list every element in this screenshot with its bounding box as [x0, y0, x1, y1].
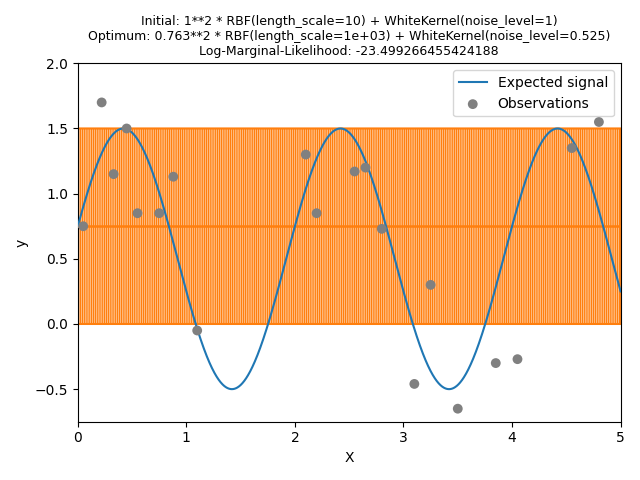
Line: Expected signal: Expected signal: [78, 129, 621, 389]
Expected signal: [554, 126, 561, 132]
Expected signal: [102, 143, 109, 148]
Title: Initial: 1**2 * RBF(length_scale=10) + WhiteKernel(noise_level=1)
Optimum: 0.763: Initial: 1**2 * RBF(length_scale=10) + W…: [88, 15, 611, 58]
Expected signal: [602, 232, 609, 238]
Observations: [192, 327, 202, 335]
Expected signal: [617, 288, 625, 294]
Expected signal: [502, 248, 509, 253]
Y-axis label: y: y: [15, 239, 29, 247]
Observations: [491, 359, 501, 367]
Observations: [513, 355, 523, 363]
Observations: [97, 98, 107, 106]
X-axis label: X: X: [344, 451, 354, 465]
Observations: [168, 173, 179, 180]
Observations: [122, 125, 132, 132]
Expected signal: [602, 231, 609, 237]
Observations: [154, 209, 164, 217]
Observations: [377, 225, 387, 233]
Observations: [312, 209, 322, 217]
Observations: [426, 281, 436, 289]
Observations: [349, 168, 360, 175]
Legend: Expected signal, Observations: Expected signal, Observations: [453, 70, 614, 116]
Observations: [452, 405, 463, 412]
Expected signal: [445, 386, 453, 392]
Observations: [132, 209, 143, 217]
Observations: [566, 144, 577, 152]
Observations: [409, 380, 419, 388]
Observations: [301, 151, 311, 158]
Expected signal: [338, 126, 346, 132]
Observations: [594, 118, 604, 126]
Observations: [360, 164, 371, 171]
Expected signal: [323, 135, 331, 141]
Observations: [78, 222, 88, 230]
Expected signal: [74, 223, 82, 229]
Observations: [109, 170, 119, 178]
